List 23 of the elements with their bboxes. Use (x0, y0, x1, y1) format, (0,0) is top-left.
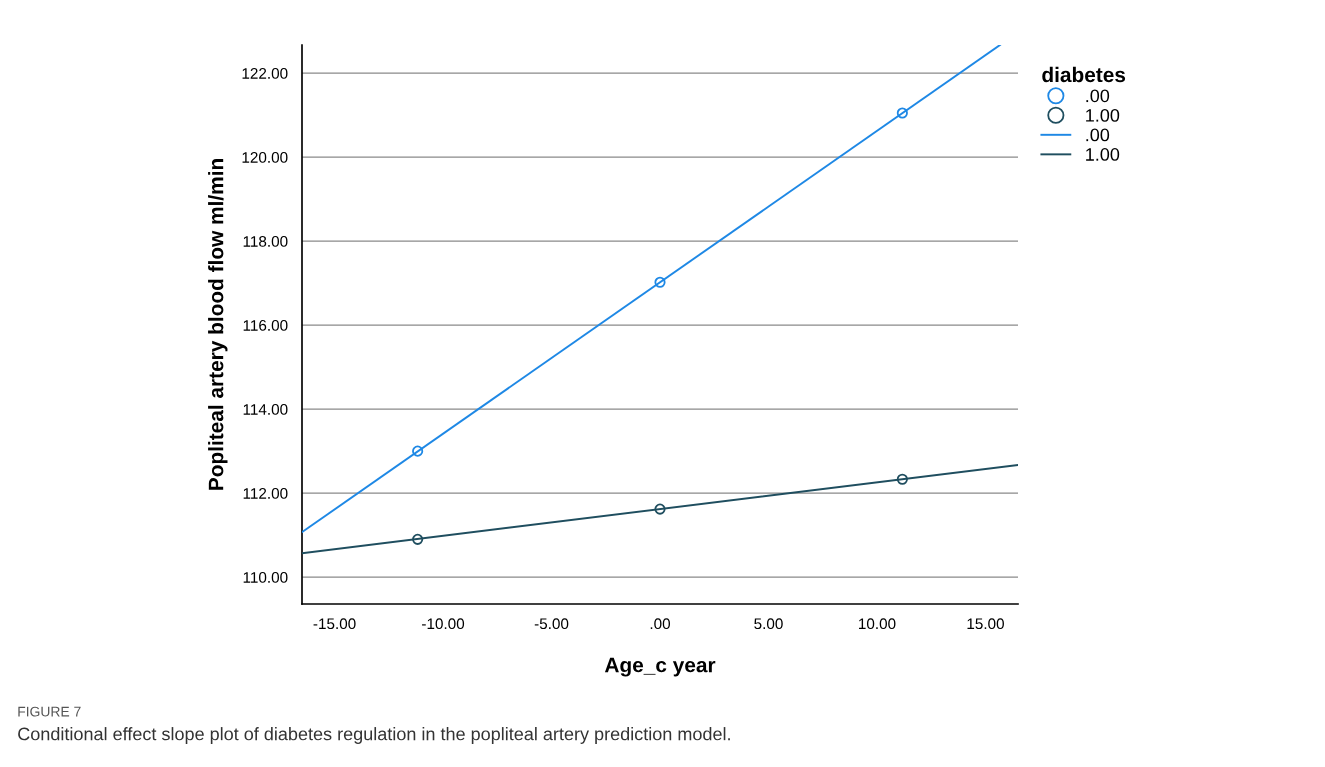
y-tick-label: 120.00 (242, 152, 288, 163)
legend-label: .00 (1086, 128, 1110, 142)
y-tick-label: 122.00 (242, 68, 288, 79)
x-tick-label: 5.00 (754, 618, 783, 630)
y-tick-label: 110.00 (243, 571, 288, 583)
x-tick-label: -5.00 (534, 618, 569, 630)
x-tick-label: 15.00 (967, 618, 1004, 630)
y-tick-label: 116.00 (243, 320, 288, 331)
y-tick-label: 114.00 (243, 403, 288, 415)
legend-title: diabetes (1042, 66, 1126, 83)
legend-label: .00 (1086, 89, 1110, 103)
x-tick-label: -10.00 (422, 618, 465, 630)
x-tick-label: -15.00 (313, 618, 356, 630)
legend-label: 1.00 (1086, 148, 1120, 161)
y-tick-label: 118.00 (243, 236, 288, 247)
y-axis-title: Popliteal artery blood flow ml/min (208, 159, 228, 490)
text: Conditional effect slope plot of diabetes regulation in the popliteal artery prediction model. (18, 727, 730, 744)
y-tick-label: 112.00 (243, 487, 288, 499)
caption: FIGURE 7 (18, 706, 81, 717)
x-tick-label: .00 (650, 618, 671, 630)
legend-label: 1.00 (1086, 108, 1120, 122)
x-axis-title: Age_c year (604, 657, 716, 677)
x-tick-label: 10.00 (859, 618, 896, 630)
